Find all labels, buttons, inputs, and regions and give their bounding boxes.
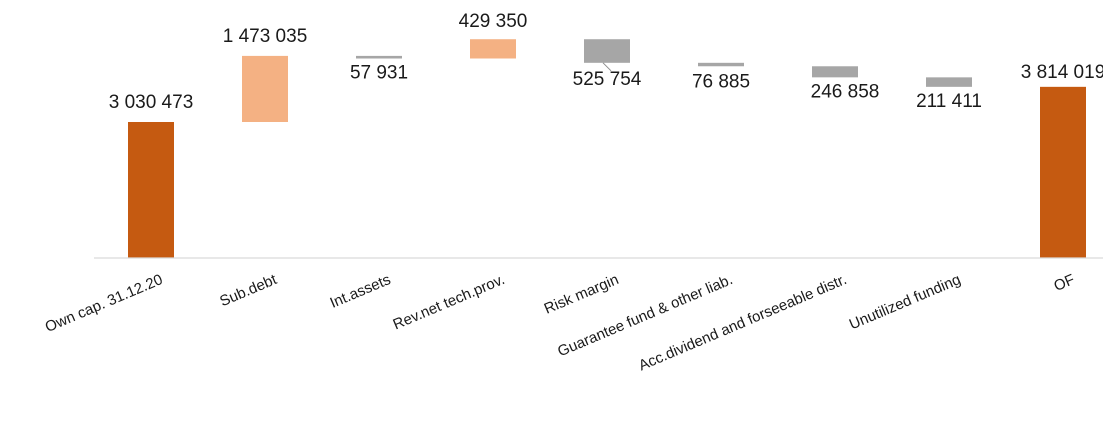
risk-margin-connector <box>602 62 612 72</box>
bar-8 <box>926 77 972 87</box>
data-labels-layer: 3 030 473 1 473 035 57 931 429 350 525 754 76… <box>109 11 1103 113</box>
bars-layer <box>128 39 1086 258</box>
data-label-1: 3 030 473 <box>109 92 194 113</box>
x-tick-label-3: Int.assets <box>328 271 394 312</box>
data-label-7: 246 858 <box>811 81 880 102</box>
bar-9 <box>1040 86 1086 258</box>
x-tick-label-1: Own cap. 31.12.20 <box>43 271 166 336</box>
data-label-3: 57 931 <box>350 62 408 83</box>
data-label-5: 525 754 <box>573 69 642 90</box>
data-label-9: 3 814 019 <box>1021 62 1103 83</box>
x-tick-label-5: Risk margin <box>542 271 622 318</box>
bar-2 <box>242 55 288 122</box>
x-tick-labels-layer: Own cap. 31.12.20 Sub.debt Int.assetsRev.n… <box>43 271 1078 375</box>
x-tick-label-4: Rev.net tech.prov. <box>391 271 508 333</box>
data-label-4: 429 350 <box>459 11 528 32</box>
bar-5 <box>584 39 630 63</box>
data-label-8: 211 411 <box>916 91 982 112</box>
x-tick-label-9: OF <box>1051 271 1077 295</box>
data-label-2: 1 473 035 <box>223 26 308 47</box>
bar-3 <box>356 55 402 59</box>
bar-6 <box>698 62 744 67</box>
bar-4 <box>470 39 516 59</box>
x-tick-label-8: Unutilized funding <box>847 271 963 333</box>
x-tick-label-7: Acc.dividend and forseeable distr. <box>636 271 849 374</box>
bar-7 <box>812 66 858 78</box>
x-tick-label-2: Sub.debt <box>217 271 280 310</box>
bar-1 <box>128 122 174 258</box>
data-label-6: 76 885 <box>692 71 750 92</box>
